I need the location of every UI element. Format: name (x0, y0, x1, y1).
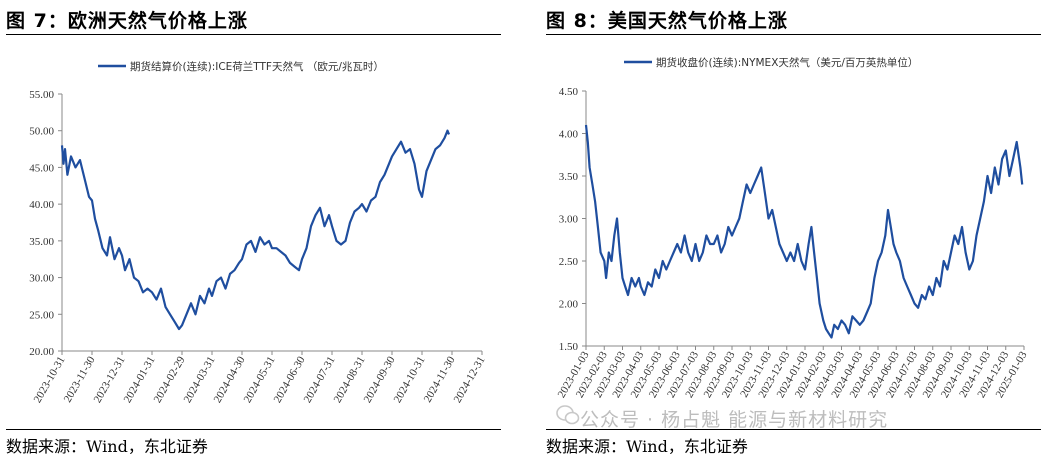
y-tick-label: 40.00 (29, 199, 54, 211)
y-tick-label: 45.00 (29, 162, 54, 174)
y-tick-label: 3.50 (559, 171, 579, 183)
legend-label: 期货收盘价(连续):NYMEX天然气（美元/百万英热单位） (656, 56, 918, 69)
y-tick-label: 35.00 (29, 236, 54, 248)
y-tick-label: 25.00 (29, 309, 54, 321)
y-tick-label: 3.00 (559, 214, 579, 226)
figure-title: 图 8：美国天然气价格上涨 (546, 10, 788, 32)
legend-label: 期货结算价(连续):ICE荷兰TTF天然气 （欧元/兆瓦时） (130, 60, 384, 73)
y-tick-label: 1.50 (559, 341, 579, 353)
y-tick-label: 4.50 (559, 86, 579, 98)
figure-title: 图 7：欧洲天然气价格上涨 (6, 10, 248, 32)
source-rule (6, 429, 501, 430)
ttf-gas-price-chart: 20.00 25.00 30.00 35.00 40.00 45.00 50.00 55.00… (29, 60, 488, 405)
data-source: 数据来源：Wind，东北证券 (6, 437, 208, 456)
y-tick-label: 4.00 (559, 129, 579, 141)
y-tick-label: 2.50 (559, 256, 579, 268)
figure-7-panel: 图 7：欧洲天然气价格上涨 20.00 25.00 30.00 35.00 40.00 4… (0, 0, 505, 462)
x-tick-label: 2024-12-31 (452, 355, 488, 405)
title-rule (6, 34, 501, 35)
data-source: 数据来源：Wind，东北证券 (546, 437, 748, 456)
watermark: 公众号 · 杨占魁 能源与新材料研究 (580, 409, 889, 431)
y-tick-label: 55.00 (29, 89, 54, 101)
y-tick-label: 20.00 (29, 346, 54, 358)
y-tick-label: 30.00 (29, 273, 54, 285)
price-series-line (584, 124, 1024, 339)
price-series-line (60, 129, 451, 331)
nymex-gas-price-chart: 1.502.002.503.003.504.004.502023-01-0320… (556, 56, 1030, 400)
y-tick-label: 2.00 (559, 299, 579, 311)
title-rule (546, 34, 1041, 35)
wechat-icon (556, 405, 580, 425)
y-tick-label: 50.00 (29, 126, 54, 138)
figure-8-panel: 图 8：美国天然气价格上涨 1.50 2.00 2.50 3.00 3.50 4.00 4.… (540, 0, 1045, 462)
source-rule (546, 429, 1041, 430)
